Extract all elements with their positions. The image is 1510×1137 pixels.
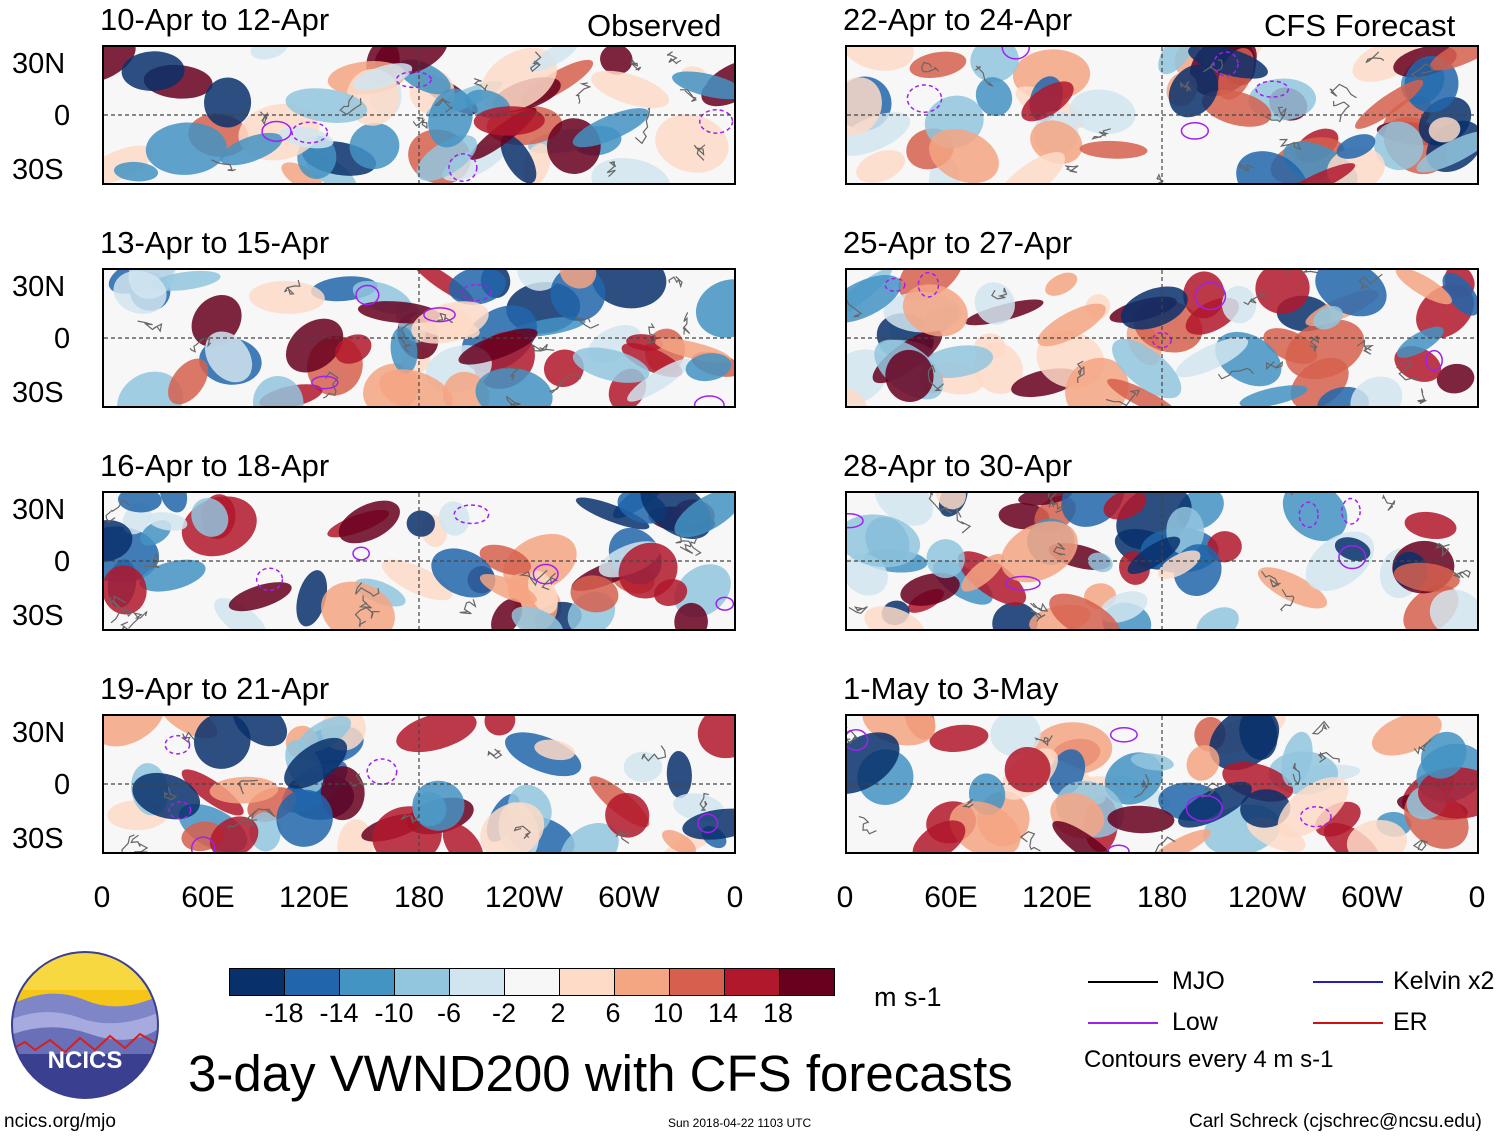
x-tick: 60W bbox=[1341, 881, 1403, 914]
colorbar-label: 14 bbox=[707, 998, 739, 1028]
map-panel bbox=[102, 268, 736, 408]
panel-title: 22-Apr to 24-Apr bbox=[843, 2, 1073, 37]
contour-note: Contours every 4 m s-1 bbox=[1084, 1046, 1334, 1073]
panel-title: 1-May to 3-May bbox=[843, 671, 1059, 706]
colorbar-label: -14 bbox=[319, 998, 359, 1028]
legend-low-line bbox=[1088, 1022, 1158, 1024]
colorbar-swatch bbox=[725, 969, 780, 995]
colorbar-label: 18 bbox=[762, 998, 794, 1028]
cfs-forecast-label: CFS Forecast bbox=[1264, 8, 1456, 43]
colorbar-units: m s-1 bbox=[874, 982, 942, 1012]
x-tick: 120W bbox=[484, 881, 564, 914]
legend-kelvin-label: Kelvin x2 bbox=[1393, 967, 1495, 995]
legend-mjo-line bbox=[1088, 981, 1158, 983]
x-tick: 60W bbox=[598, 881, 660, 914]
x-tick: 0 bbox=[726, 881, 744, 914]
colorbar-swatch bbox=[560, 969, 615, 995]
x-tick: 0 bbox=[1468, 881, 1486, 914]
y-tick-30s: 30S bbox=[12, 600, 64, 632]
colorbar-swatch bbox=[340, 969, 395, 995]
x-tick: 60E bbox=[924, 881, 978, 914]
colorbar-label: 2 bbox=[550, 998, 566, 1028]
legend-kelvin-line bbox=[1313, 981, 1383, 983]
y-tick-30n: 30N bbox=[12, 494, 66, 526]
y-tick-eq: 0 bbox=[54, 100, 71, 132]
logo-text: NCICS bbox=[48, 1047, 123, 1074]
colorbar-label: -18 bbox=[264, 998, 304, 1028]
footer-timestamp: Sun 2018-04-22 1103 UTC bbox=[668, 1116, 812, 1130]
x-tick: 180 bbox=[393, 881, 445, 914]
map-panel bbox=[845, 491, 1479, 631]
colorbar-label: -10 bbox=[374, 998, 414, 1028]
footer-author: Carl Schreck (cjschrec@ncsu.edu) bbox=[1189, 1111, 1482, 1132]
panel-title: 10-Apr to 12-Apr bbox=[100, 2, 330, 37]
colorbar-swatch bbox=[505, 969, 560, 995]
colorbar-label: -2 bbox=[491, 998, 517, 1028]
colorbar-swatch bbox=[395, 969, 450, 995]
map-panel bbox=[845, 714, 1479, 854]
panel-title: 28-Apr to 30-Apr bbox=[843, 448, 1073, 483]
ncics-logo[interactable]: NCICS bbox=[10, 950, 160, 1100]
y-tick-30n: 30N bbox=[12, 48, 66, 80]
colorbar-label: 10 bbox=[652, 998, 684, 1028]
legend-mjo-label: MJO bbox=[1172, 967, 1225, 995]
footer-url-link[interactable]: ncics.org/mjo bbox=[4, 1111, 116, 1132]
map-panel bbox=[102, 714, 736, 854]
x-tick: 120W bbox=[1227, 881, 1307, 914]
legend-er-label: ER bbox=[1393, 1008, 1428, 1036]
colorbar-swatch bbox=[670, 969, 725, 995]
map-panel bbox=[102, 491, 736, 631]
y-tick-30s: 30S bbox=[12, 823, 64, 855]
colorbar-swatch bbox=[780, 969, 834, 995]
colorbar-swatch bbox=[615, 969, 670, 995]
map-panel bbox=[845, 268, 1479, 408]
main-title: 3-day VWND200 with CFS forecasts bbox=[188, 1045, 1013, 1102]
x-tick: 180 bbox=[1136, 881, 1188, 914]
colorbar-swatch bbox=[450, 969, 505, 995]
map-panel bbox=[102, 45, 736, 185]
x-tick: 0 bbox=[93, 881, 111, 914]
map-panel bbox=[845, 45, 1479, 185]
panel-title: 13-Apr to 15-Apr bbox=[100, 225, 330, 260]
colorbar-label: -6 bbox=[436, 998, 462, 1028]
colorbar bbox=[229, 968, 835, 996]
panel-title: 25-Apr to 27-Apr bbox=[843, 225, 1073, 260]
panel-title: 19-Apr to 21-Apr bbox=[100, 671, 330, 706]
panel-title: 16-Apr to 18-Apr bbox=[100, 448, 330, 483]
y-tick-30s: 30S bbox=[12, 377, 64, 409]
x-tick: 120E bbox=[278, 881, 350, 914]
y-tick-eq: 0 bbox=[54, 546, 71, 578]
x-tick: 60E bbox=[181, 881, 235, 914]
colorbar-label: 6 bbox=[605, 998, 621, 1028]
legend-low-label: Low bbox=[1172, 1008, 1218, 1036]
colorbar-swatch bbox=[230, 969, 285, 995]
colorbar-swatch bbox=[285, 969, 340, 995]
legend-er-line bbox=[1313, 1022, 1383, 1024]
y-tick-30n: 30N bbox=[12, 271, 66, 303]
y-tick-eq: 0 bbox=[54, 323, 71, 355]
y-tick-eq: 0 bbox=[54, 769, 71, 801]
x-tick: 0 bbox=[836, 881, 854, 914]
x-tick: 120E bbox=[1021, 881, 1093, 914]
y-tick-30n: 30N bbox=[12, 717, 66, 749]
y-tick-30s: 30S bbox=[12, 154, 64, 186]
observed-label: Observed bbox=[587, 8, 722, 43]
